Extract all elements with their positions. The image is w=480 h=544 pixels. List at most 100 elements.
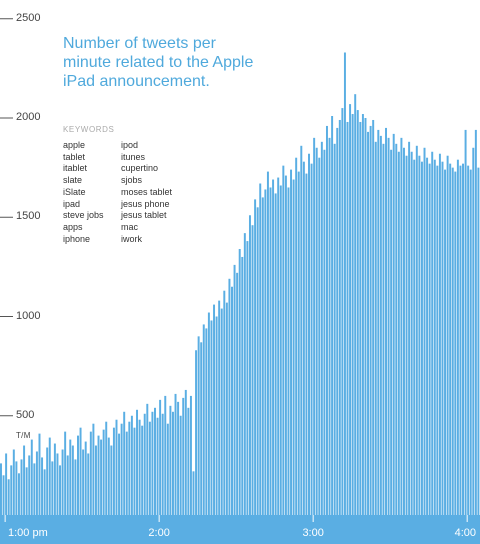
- bar: [408, 141, 411, 515]
- bar: [102, 429, 105, 515]
- bar: [469, 169, 472, 516]
- bar: [231, 286, 233, 516]
- bar: [146, 403, 149, 515]
- bar: [333, 143, 336, 515]
- bar: [202, 324, 205, 515]
- bar: [269, 187, 272, 515]
- bar: [92, 423, 95, 515]
- bar: [467, 165, 470, 515]
- bar: [169, 405, 172, 515]
- keywords-column-1: apple tablet itablet slate iSlate ipad steve j…: [63, 140, 104, 245]
- bar: [433, 159, 436, 515]
- bar: [364, 118, 367, 515]
- bar: [133, 427, 136, 515]
- y-tick-label: 2500: [16, 11, 41, 24]
- bar: [161, 413, 164, 515]
- bar: [220, 308, 223, 515]
- bar: [187, 407, 190, 515]
- bar: [472, 147, 475, 515]
- bar: [320, 141, 323, 515]
- bar: [454, 171, 457, 515]
- bar: [441, 161, 444, 516]
- bar: [243, 233, 246, 515]
- bar: [130, 415, 133, 515]
- chart-title: Number of tweets per minute related to t…: [63, 35, 254, 90]
- bar: [449, 163, 452, 515]
- bars-group: [0, 52, 480, 516]
- keyword-item: sjobs: [121, 175, 143, 186]
- bar: [300, 145, 303, 516]
- x-tick-label: 3:00: [302, 527, 324, 539]
- bar: [213, 304, 216, 515]
- bar: [105, 421, 108, 515]
- bar: [107, 437, 110, 515]
- bar: [59, 465, 62, 516]
- bar: [10, 465, 13, 516]
- x-tick-label: 4:00: [454, 527, 476, 539]
- bar: [426, 157, 429, 515]
- bar: [290, 169, 293, 516]
- keyword-item: jesus tablet: [121, 210, 167, 221]
- bar: [328, 137, 331, 515]
- bar: [318, 157, 321, 515]
- bar: [446, 155, 449, 515]
- bar: [282, 165, 285, 515]
- bar: [218, 300, 221, 515]
- bar: [295, 157, 298, 515]
- bar: [115, 419, 118, 515]
- bar: [474, 129, 477, 515]
- bar: [323, 149, 326, 515]
- bar: [274, 193, 277, 515]
- x-tick-label: 2:00: [148, 527, 170, 539]
- keyword-item: jesus phone: [121, 198, 170, 209]
- bar: [428, 163, 431, 515]
- bar: [64, 431, 67, 515]
- bar: [259, 183, 262, 515]
- bar: [405, 155, 408, 515]
- bar: [210, 320, 213, 515]
- bar: [379, 135, 382, 515]
- keyword-item: ipod: [121, 140, 139, 150]
- bar: [354, 94, 357, 516]
- bar: [48, 437, 51, 515]
- bar: [418, 155, 421, 515]
- bar: [51, 461, 54, 515]
- bar: [128, 421, 131, 515]
- bar: [413, 159, 416, 515]
- bar: [143, 413, 146, 515]
- bar: [377, 129, 380, 515]
- bar: [436, 165, 439, 515]
- bar: [462, 163, 464, 515]
- bar: [125, 431, 128, 515]
- bar: [148, 421, 151, 515]
- bar: [331, 116, 334, 515]
- bar: [223, 290, 226, 515]
- bar: [154, 407, 156, 515]
- bar: [372, 119, 375, 515]
- bar: [297, 171, 300, 515]
- bar: [400, 137, 403, 515]
- bar: [25, 467, 28, 515]
- bar: [182, 397, 185, 515]
- bar: [82, 449, 85, 516]
- y-tick-label: 2000: [16, 111, 41, 123]
- bar: [279, 185, 282, 516]
- bar: [367, 131, 370, 515]
- bar: [233, 264, 236, 515]
- bar: [61, 449, 64, 516]
- bar: [420, 161, 423, 516]
- bar: [369, 125, 372, 515]
- bar: [17, 473, 20, 515]
- bar: [43, 469, 46, 516]
- bar: [397, 151, 400, 515]
- bar: [382, 143, 385, 515]
- bar: [402, 147, 405, 515]
- bar: [120, 423, 123, 515]
- keywords-heading: KEYWORDS: [63, 125, 115, 134]
- bar: [89, 431, 92, 515]
- bar: [341, 108, 344, 515]
- bar: [246, 241, 249, 515]
- bar: [308, 153, 310, 516]
- bar: [15, 461, 18, 515]
